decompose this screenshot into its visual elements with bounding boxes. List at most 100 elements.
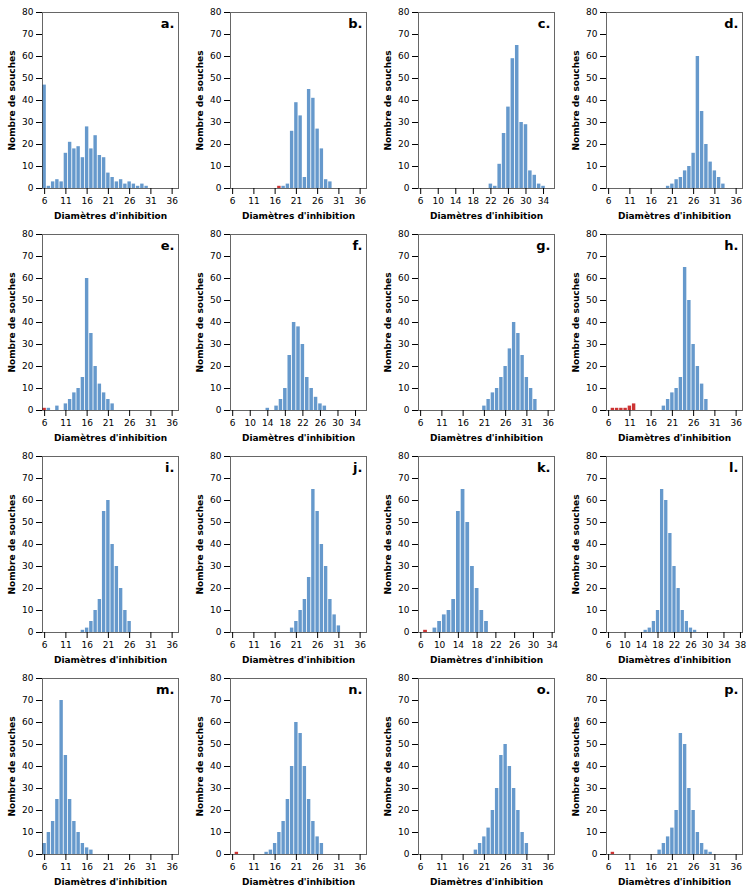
svg-text:80: 80 (22, 7, 34, 17)
svg-text:6: 6 (230, 862, 236, 872)
svg-text:26: 26 (312, 196, 324, 206)
svg-text:80: 80 (586, 7, 598, 17)
svg-text:Diamètres d'inhibition: Diamètres d'inhibition (242, 877, 355, 887)
svg-text:11: 11 (60, 418, 71, 428)
svg-text:60: 60 (210, 495, 222, 505)
svg-text:6: 6 (418, 862, 424, 872)
svg-text:31: 31 (145, 418, 156, 428)
svg-text:11: 11 (60, 196, 71, 206)
svg-text:50: 50 (586, 517, 598, 527)
svg-text:Diamètres d'inhibition: Diamètres d'inhibition (242, 433, 355, 443)
svg-text:10: 10 (210, 383, 222, 393)
svg-text:6: 6 (606, 418, 612, 428)
svg-text:40: 40 (586, 539, 598, 549)
svg-text:11: 11 (624, 196, 635, 206)
svg-text:22: 22 (490, 640, 501, 650)
svg-text:h.: h. (724, 238, 738, 253)
svg-text:0: 0 (28, 849, 34, 859)
svg-text:70: 70 (22, 473, 34, 483)
svg-text:36: 36 (166, 418, 178, 428)
svg-text:10: 10 (434, 640, 446, 650)
svg-text:40: 40 (22, 761, 34, 771)
svg-text:30: 30 (332, 418, 344, 428)
svg-text:Nombre de souches: Nombre de souches (195, 494, 205, 594)
svg-text:11: 11 (60, 862, 71, 872)
svg-text:20: 20 (586, 361, 598, 371)
svg-text:60: 60 (398, 717, 410, 727)
svg-text:60: 60 (210, 717, 222, 727)
svg-text:31: 31 (145, 862, 156, 872)
svg-text:0: 0 (216, 405, 222, 415)
svg-text:30: 30 (22, 783, 34, 793)
svg-text:Diamètres d'inhibition: Diamètres d'inhibition (54, 655, 167, 665)
svg-text:Diamètres d'inhibition: Diamètres d'inhibition (430, 211, 543, 221)
svg-text:30: 30 (210, 561, 222, 571)
svg-text:Diamètres d'inhibition: Diamètres d'inhibition (430, 877, 543, 887)
svg-text:11: 11 (436, 418, 447, 428)
svg-text:Nombre de souches: Nombre de souches (571, 272, 581, 372)
svg-text:11: 11 (60, 640, 71, 650)
svg-text:40: 40 (398, 761, 410, 771)
svg-text:6: 6 (42, 196, 48, 206)
svg-text:80: 80 (22, 229, 34, 239)
svg-text:10: 10 (398, 827, 410, 837)
svg-text:40: 40 (22, 539, 34, 549)
svg-text:16: 16 (269, 640, 281, 650)
svg-text:Nombre de souches: Nombre de souches (383, 716, 393, 816)
svg-text:50: 50 (398, 739, 410, 749)
svg-text:Diamètres d'inhibition: Diamètres d'inhibition (54, 211, 167, 221)
svg-text:0: 0 (404, 849, 410, 859)
svg-text:26: 26 (124, 862, 136, 872)
svg-text:6: 6 (606, 862, 612, 872)
svg-text:14: 14 (262, 418, 274, 428)
svg-text:Nombre de souches: Nombre de souches (383, 494, 393, 594)
svg-text:21: 21 (103, 862, 114, 872)
svg-text:6: 6 (418, 640, 424, 650)
svg-text:70: 70 (586, 473, 598, 483)
svg-text:80: 80 (398, 451, 410, 461)
svg-text:40: 40 (210, 539, 222, 549)
svg-text:Nombre de souches: Nombre de souches (571, 494, 581, 594)
svg-text:26: 26 (503, 196, 515, 206)
svg-text:10: 10 (586, 161, 598, 171)
svg-text:18: 18 (471, 640, 483, 650)
svg-text:36: 36 (354, 862, 366, 872)
svg-text:c.: c. (538, 16, 551, 31)
svg-text:o.: o. (537, 682, 551, 697)
svg-text:40: 40 (210, 317, 222, 327)
svg-text:14: 14 (450, 196, 462, 206)
svg-text:70: 70 (22, 29, 34, 39)
svg-text:26: 26 (124, 640, 136, 650)
svg-text:f.: f. (353, 238, 363, 253)
svg-text:36: 36 (166, 640, 178, 650)
svg-text:10: 10 (586, 383, 598, 393)
svg-text:20: 20 (210, 139, 222, 149)
svg-text:6: 6 (230, 640, 236, 650)
svg-text:6: 6 (230, 196, 236, 206)
svg-text:30: 30 (398, 339, 410, 349)
svg-text:70: 70 (398, 473, 410, 483)
svg-text:60: 60 (586, 273, 598, 283)
svg-text:30: 30 (398, 117, 410, 127)
svg-text:20: 20 (586, 805, 598, 815)
svg-text:50: 50 (586, 295, 598, 305)
svg-text:Nombre de souches: Nombre de souches (7, 494, 17, 594)
svg-text:Diamètres d'inhibition: Diamètres d'inhibition (618, 877, 731, 887)
svg-text:Nombre de souches: Nombre de souches (7, 716, 17, 816)
svg-text:70: 70 (586, 29, 598, 39)
svg-text:80: 80 (398, 673, 410, 683)
svg-text:31: 31 (333, 196, 344, 206)
svg-text:30: 30 (586, 561, 598, 571)
svg-text:20: 20 (398, 361, 410, 371)
svg-text:38: 38 (735, 640, 747, 650)
svg-text:70: 70 (22, 251, 34, 261)
svg-text:18: 18 (652, 640, 664, 650)
svg-text:Diamètres d'inhibition: Diamètres d'inhibition (430, 655, 543, 665)
svg-text:26: 26 (500, 418, 512, 428)
svg-text:14: 14 (453, 640, 465, 650)
svg-text:p.: p. (724, 682, 738, 697)
svg-text:20: 20 (398, 583, 410, 593)
svg-text:80: 80 (210, 229, 222, 239)
svg-text:60: 60 (398, 51, 410, 61)
svg-text:80: 80 (22, 673, 34, 683)
